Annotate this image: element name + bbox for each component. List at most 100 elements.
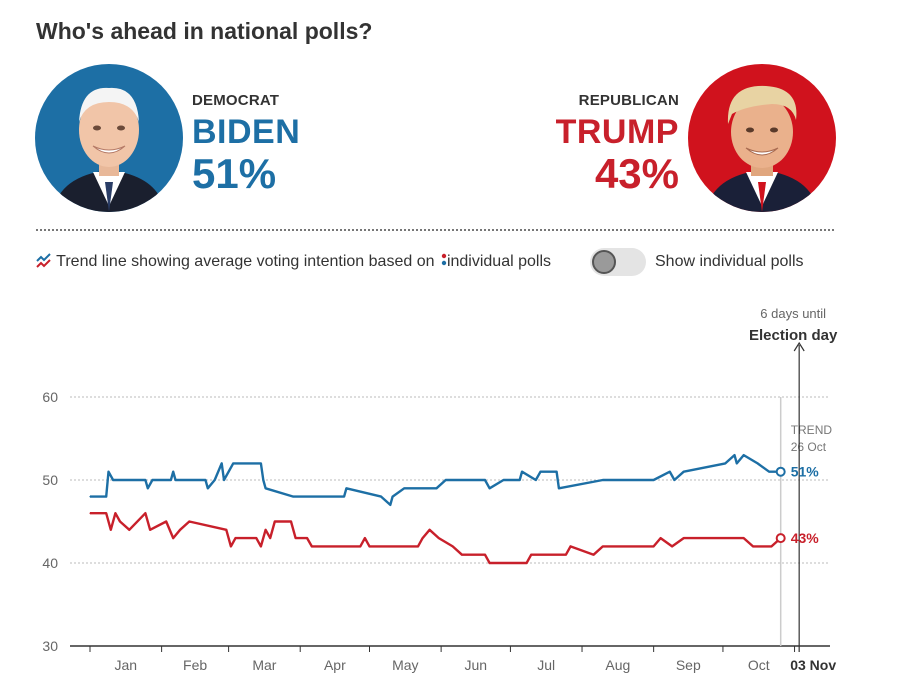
trump-data-point	[364, 537, 366, 539]
trump-data-point	[569, 545, 572, 547]
trump-data-point	[565, 554, 567, 556]
trump-data-point	[172, 537, 174, 539]
biden-data-point	[683, 471, 685, 473]
trump-percent: 43%	[594, 150, 679, 197]
biden-percent: 51%	[192, 150, 277, 197]
trump-data-point	[752, 545, 754, 547]
republican-party-label: REPUBLICAN	[578, 92, 679, 109]
biden-data-point	[539, 471, 542, 473]
trump-data-point	[89, 512, 91, 514]
x-tick-label: Aug	[605, 657, 630, 673]
poll-trend-chart: 30 40 50 60 Jan Feb Mar Apr May Jun Jul Aug Sep Oct TR…	[42, 306, 838, 673]
trump-data-point	[526, 562, 528, 564]
biden-data-point	[673, 479, 676, 481]
biden-data-point	[558, 487, 560, 489]
trump-data-point	[660, 537, 662, 539]
election-day-label: Election day	[749, 327, 838, 344]
biden-data-point	[147, 487, 149, 489]
trump-data-point	[225, 529, 227, 531]
show-polls-label[interactable]: Show individual polls	[655, 253, 804, 270]
x-tick-label: May	[392, 657, 418, 673]
biden-data-point	[105, 496, 107, 498]
y-tick-label: 50	[42, 472, 58, 488]
trump-data-point	[179, 529, 181, 531]
biden-data-point	[743, 454, 745, 456]
show-polls-toggle[interactable]	[590, 248, 646, 276]
trump-data-point	[274, 520, 276, 523]
biden-data-point	[724, 462, 726, 464]
x-tick-label: Mar	[252, 657, 276, 673]
biden-data-point	[112, 479, 114, 481]
chart-legend: Trend line showing average voting intent…	[36, 250, 556, 273]
biden-data-point	[445, 479, 447, 481]
biden-data-point	[343, 496, 345, 498]
election-day-arrow	[793, 341, 805, 352]
biden-data-point	[204, 479, 207, 481]
x-tick-label: Oct	[748, 657, 770, 673]
y-tick-label: 60	[42, 389, 58, 405]
biden-data-point	[484, 479, 486, 481]
biden-data-point	[403, 487, 405, 489]
poll-dot-icon	[441, 253, 447, 266]
trump-data-point	[743, 537, 745, 539]
trump-data-point	[149, 529, 151, 531]
biden-end-label: 51%	[791, 464, 820, 480]
biden-data-point	[489, 487, 491, 489]
biden-end-marker	[775, 466, 786, 477]
republican-panel: REPUBLICAN TRUMP 43%	[556, 92, 679, 197]
biden-data-point	[380, 496, 382, 498]
trump-data-point	[417, 545, 419, 547]
trump-end-marker	[775, 533, 786, 544]
trump-data-point	[530, 554, 532, 556]
biden-data-point	[265, 487, 267, 489]
biden-data-point	[172, 471, 174, 473]
trump-data-point	[683, 537, 685, 539]
trump-data-point	[110, 529, 112, 531]
section-divider	[36, 229, 834, 231]
x-tick-label: Jun	[464, 657, 487, 673]
biden-data-point	[768, 471, 770, 473]
x-tick-label: Sep	[676, 657, 701, 673]
biden-data-point	[556, 471, 558, 473]
trump-data-point	[311, 545, 313, 547]
trump-data-point	[438, 537, 440, 539]
biden-data-point	[262, 479, 264, 481]
trump-data-point	[295, 537, 297, 539]
biden-data-point	[207, 487, 209, 489]
biden-data-point	[389, 504, 391, 506]
trump-data-point	[255, 537, 257, 539]
biden-portrait	[35, 64, 183, 212]
biden-data-point	[232, 462, 234, 464]
trump-data-point	[484, 554, 486, 556]
trump-data-point	[422, 537, 424, 539]
trump-end-label: 43%	[791, 530, 820, 546]
biden-name: BIDEN	[192, 113, 301, 151]
y-tick-label: 40	[42, 555, 58, 571]
days-until-label: 6 days until	[760, 306, 826, 321]
biden-data-point	[435, 487, 438, 489]
trump-data-point	[230, 545, 232, 547]
x-tick-label: Feb	[183, 657, 207, 673]
biden-data-point	[602, 479, 604, 481]
trump-trend-line	[90, 512, 782, 565]
biden-data-point	[733, 454, 736, 456]
trump-name: TRUMP	[555, 113, 679, 151]
trump-data-point	[593, 554, 595, 556]
election-day-tick-label: 03 Nov	[790, 657, 836, 673]
biden-data-point	[107, 471, 110, 473]
trump-data-point	[359, 545, 361, 547]
trump-data-point	[165, 520, 167, 523]
biden-data-point	[221, 462, 223, 464]
biden-data-point	[89, 496, 91, 498]
trump-data-point	[368, 545, 371, 547]
toggle-knob[interactable]	[592, 250, 616, 274]
biden-data-point	[392, 496, 394, 498]
trump-data-point	[429, 529, 431, 531]
trump-data-point	[119, 520, 121, 523]
biden-data-point	[292, 496, 294, 498]
biden-data-point	[736, 462, 738, 464]
biden-data-point	[345, 487, 347, 489]
biden-data-point	[757, 462, 759, 464]
democrat-party-label: DEMOCRAT	[192, 92, 280, 109]
biden-data-point	[214, 479, 216, 481]
